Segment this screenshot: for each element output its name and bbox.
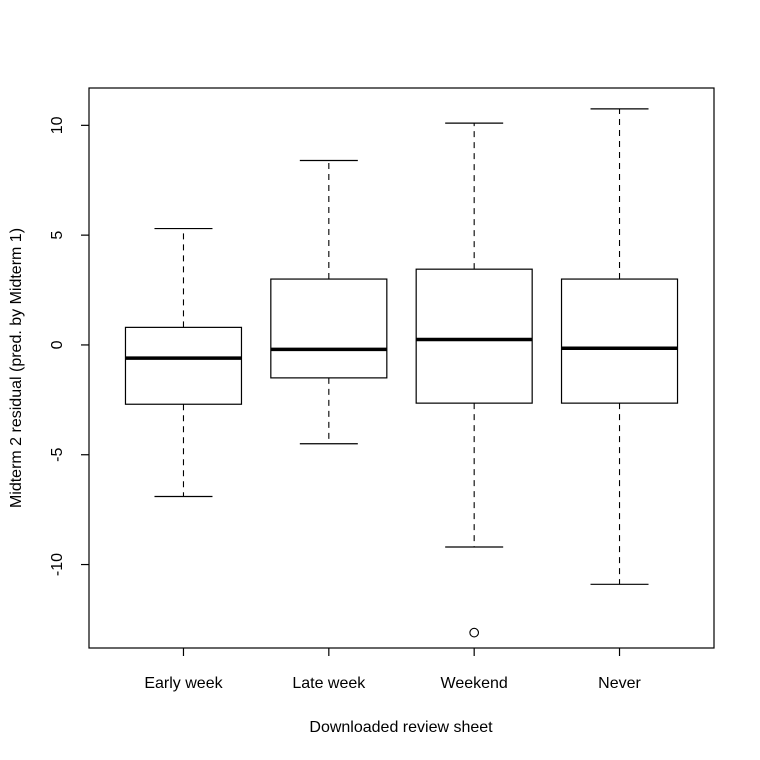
- y-tick-label: 10: [49, 116, 66, 134]
- y-axis: -10 -5 0 5 10: [49, 116, 89, 576]
- box-iqr: [560, 278, 679, 404]
- x-tick-label: Early week: [144, 675, 223, 692]
- box-iqr: [270, 278, 388, 379]
- boxes-group: [124, 108, 679, 638]
- x-tick-label: Never: [598, 675, 641, 692]
- y-tick-label: 5: [49, 231, 66, 240]
- box-weekend: [415, 122, 533, 638]
- box-late-week: [270, 159, 388, 445]
- plot-frame: [88, 87, 715, 649]
- y-tick-label: -10: [49, 553, 66, 576]
- box-iqr: [415, 268, 533, 404]
- x-tick-label: Late week: [292, 675, 366, 692]
- box-early-week: [124, 227, 243, 498]
- outlier-point: [469, 627, 480, 638]
- x-axis-label: Downloaded review sheet: [309, 719, 493, 736]
- y-axis-label: Midterm 2 residual (pred. by Midterm 1): [8, 228, 25, 508]
- box-never: [560, 108, 679, 585]
- x-axis: Early week Late week Weekend Never: [144, 648, 642, 692]
- box-iqr: [124, 326, 243, 405]
- y-tick-label: -5: [49, 448, 66, 462]
- x-tick-label: Weekend: [441, 675, 508, 692]
- y-tick-label: 0: [49, 340, 66, 349]
